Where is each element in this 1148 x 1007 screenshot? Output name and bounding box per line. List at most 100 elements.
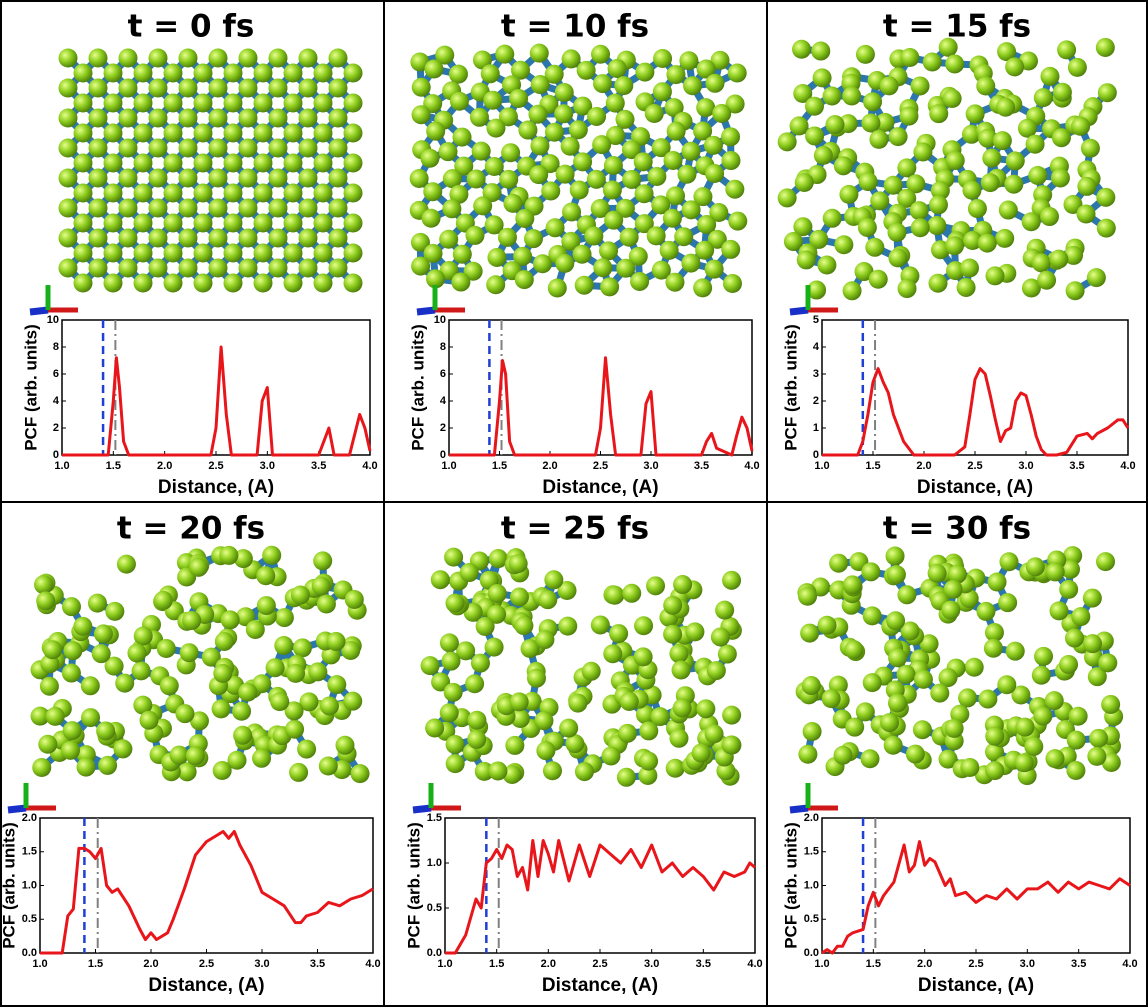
atom: [555, 253, 575, 273]
atom: [603, 156, 623, 176]
x-tick-label: 1.0: [437, 958, 452, 970]
atom: [153, 590, 173, 610]
atom: [1033, 706, 1053, 726]
atom: [439, 633, 459, 653]
atom: [796, 250, 816, 270]
y-axis-label: PCF (arb. units): [781, 822, 800, 949]
atom: [542, 761, 562, 781]
atom: [488, 761, 508, 781]
atom: [115, 673, 135, 693]
atom: [638, 765, 658, 785]
atom: [592, 135, 612, 155]
atom: [495, 44, 515, 64]
atom: [587, 106, 607, 126]
atom: [639, 751, 659, 771]
atom: [93, 624, 113, 644]
atom: [514, 616, 534, 636]
atom: [465, 674, 485, 694]
atom: [704, 259, 724, 279]
atom: [193, 183, 213, 203]
atom: [879, 76, 899, 96]
atom: [73, 93, 93, 113]
atom: [88, 168, 108, 188]
x-tick-label: 2.0: [541, 958, 556, 970]
atom: [1033, 646, 1053, 666]
atom: [298, 78, 318, 98]
atom: [910, 76, 930, 96]
atom: [1045, 749, 1065, 769]
y-tick-label: 10: [47, 314, 59, 326]
atom: [118, 78, 138, 98]
atom: [663, 150, 683, 170]
atom: [513, 246, 533, 266]
atom: [262, 545, 282, 565]
x-tick-label: 2.0: [542, 460, 557, 472]
atom: [32, 758, 52, 778]
atom: [945, 236, 965, 256]
atom: [313, 183, 333, 203]
atom: [794, 173, 814, 193]
atom: [482, 183, 502, 203]
atom: [118, 258, 138, 278]
atom: [61, 597, 81, 617]
y-tick-label: 10: [434, 314, 446, 326]
atom: [214, 631, 234, 651]
atom: [562, 202, 582, 222]
atom: [238, 78, 258, 98]
atom: [1067, 57, 1087, 77]
atom: [448, 64, 468, 84]
atom: [942, 89, 962, 109]
atom: [439, 229, 459, 249]
x-tick-label: 1.5: [492, 460, 507, 472]
atom: [103, 123, 123, 143]
atom: [992, 131, 1012, 151]
atom: [1059, 579, 1079, 599]
atom: [96, 721, 116, 741]
x-axis-label: Distance, (A): [542, 477, 658, 498]
atom: [163, 213, 183, 233]
atom: [163, 243, 183, 263]
atom: [208, 228, 228, 248]
atom: [284, 701, 304, 721]
atom: [573, 96, 593, 116]
atom: [511, 60, 531, 80]
atom: [88, 198, 108, 218]
atom: [721, 735, 741, 755]
atom: [842, 575, 862, 595]
atom: [842, 281, 862, 301]
atom: [88, 78, 108, 98]
atom: [1005, 57, 1025, 77]
atom: [530, 136, 550, 156]
atom: [900, 621, 920, 641]
atom: [634, 214, 654, 234]
atom: [616, 767, 636, 787]
atom: [298, 48, 318, 68]
atom: [73, 153, 93, 173]
atom: [410, 52, 430, 72]
atom: [411, 105, 431, 125]
atom: [861, 113, 881, 133]
molecule: [777, 37, 1117, 301]
atom: [1082, 588, 1102, 608]
atom: [80, 676, 100, 696]
atom: [722, 570, 742, 590]
atom: [509, 587, 529, 607]
atom: [647, 166, 667, 186]
atom: [185, 746, 205, 766]
atom: [798, 744, 818, 764]
atom: [223, 183, 243, 203]
atom: [193, 63, 213, 83]
atom: [777, 188, 797, 208]
atom: [703, 135, 723, 155]
atom: [238, 48, 258, 68]
atom: [663, 595, 683, 615]
atom: [45, 706, 65, 726]
atom: [1101, 694, 1121, 714]
atom: [58, 108, 78, 128]
x-tick-label: 3.5: [311, 460, 326, 472]
atom: [182, 610, 202, 630]
atom: [833, 745, 853, 765]
atom: [845, 717, 865, 737]
atom: [822, 86, 842, 106]
